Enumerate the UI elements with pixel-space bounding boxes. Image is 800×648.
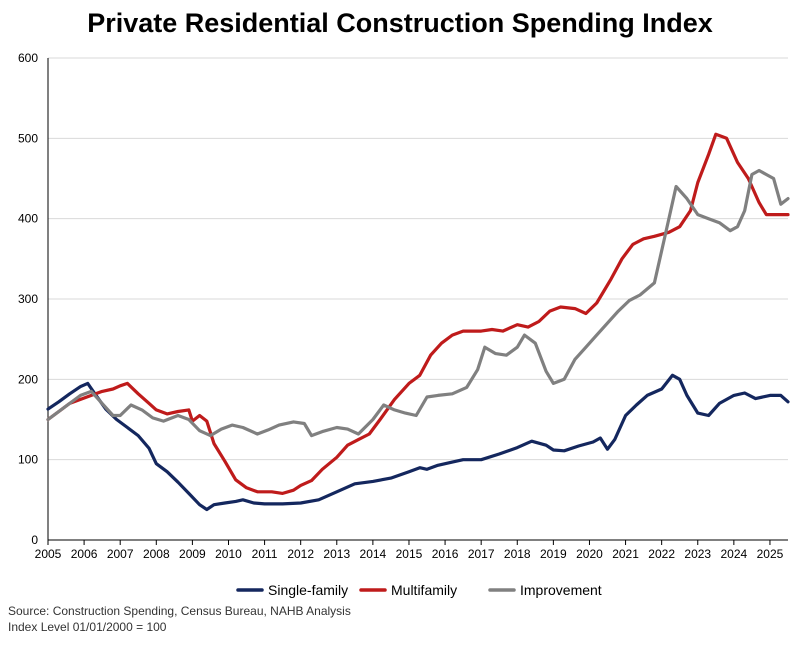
y-tick-label-100: 100 bbox=[18, 453, 38, 467]
legend-label-single-family: Single-family bbox=[268, 582, 348, 598]
x-tick-label-2014: 2014 bbox=[360, 547, 387, 561]
x-tick-label-2012: 2012 bbox=[287, 547, 314, 561]
x-tick-label-2007: 2007 bbox=[107, 547, 134, 561]
series-line-multifamily bbox=[46, 132, 790, 495]
index-note: Index Level 01/01/2000 = 100 bbox=[8, 620, 167, 634]
x-tick-label-2015: 2015 bbox=[396, 547, 423, 561]
grid-lines bbox=[48, 57, 788, 461]
x-tick-labels: 2005 2006 2007 2008 2009 2010 2011 2012 2013 2014… bbox=[35, 547, 784, 561]
y-tick-label-300: 300 bbox=[18, 292, 38, 306]
x-tick-label-2005: 2005 bbox=[35, 547, 62, 561]
x-tick-label-2011: 2011 bbox=[252, 547, 278, 561]
x-tick-label-2008: 2008 bbox=[143, 547, 170, 561]
series-line-improvement bbox=[46, 168, 790, 438]
axes bbox=[47, 58, 788, 545]
x-tick-label-2010: 2010 bbox=[215, 547, 242, 561]
y-tick-label-200: 200 bbox=[18, 372, 38, 386]
y-tick-label-400: 400 bbox=[18, 212, 38, 226]
source-note: Source: Construction Spending, Census Bu… bbox=[8, 604, 351, 618]
legend-label-multifamily: Multifamily bbox=[391, 582, 457, 598]
x-tick-label-2018: 2018 bbox=[504, 547, 531, 561]
x-tick-label-2023: 2023 bbox=[684, 547, 711, 561]
chart-title: Private Residential Construction Spendin… bbox=[87, 8, 713, 38]
x-tick-label-2019: 2019 bbox=[540, 547, 567, 561]
x-tick-label-2006: 2006 bbox=[71, 547, 98, 561]
x-tick-label-2020: 2020 bbox=[576, 547, 603, 561]
x-tick-label-2013: 2013 bbox=[323, 547, 350, 561]
x-tick-label-2022: 2022 bbox=[648, 547, 675, 561]
x-tick-label-2009: 2009 bbox=[179, 547, 206, 561]
x-tick-label-2024: 2024 bbox=[721, 547, 748, 561]
series-line-single-family bbox=[46, 373, 790, 512]
legend: Single-family Multifamily Improvement bbox=[236, 582, 602, 598]
series-lines bbox=[46, 132, 790, 512]
y-tick-label-600: 600 bbox=[18, 51, 38, 65]
x-tick-label-2016: 2016 bbox=[432, 547, 459, 561]
y-tick-label-0: 0 bbox=[31, 533, 38, 547]
y-tick-label-500: 500 bbox=[18, 131, 38, 145]
x-tick-label-2025: 2025 bbox=[757, 547, 784, 561]
x-tick-label-2021: 2021 bbox=[612, 547, 639, 561]
legend-label-improvement: Improvement bbox=[520, 582, 602, 598]
y-tick-labels: 0 100 200 300 400 500 600 bbox=[18, 51, 38, 547]
x-tick-label-2017: 2017 bbox=[468, 547, 495, 561]
